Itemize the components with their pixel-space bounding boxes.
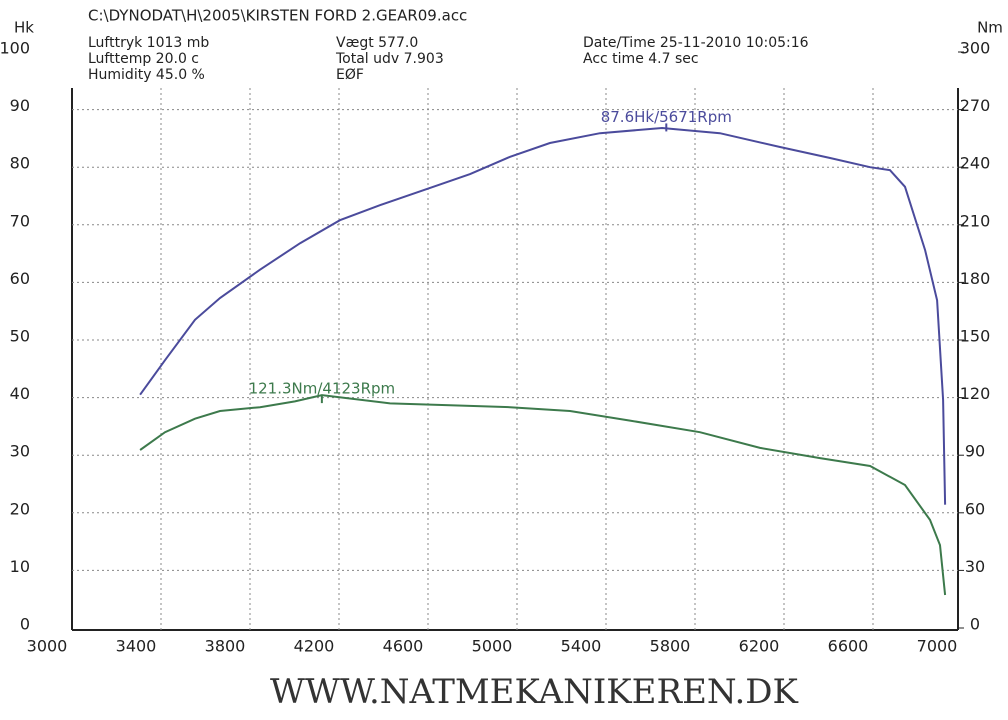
peak-label: 87.6Hk/5671Rpm: [601, 108, 732, 126]
info-text: Vægt 577.0: [336, 35, 418, 51]
y-axis-label: Hk: [14, 19, 34, 37]
y-tick-label: 60: [10, 269, 30, 288]
info-text: Date/Time 25-11-2010 10:05:16: [583, 35, 809, 51]
info-text: Total udv 7.903: [335, 51, 444, 67]
y2-tick-label: 120: [960, 384, 991, 403]
series-line: [139, 126, 947, 505]
x-tick-label: 3000: [27, 637, 68, 656]
y2-tick-label: 90: [965, 442, 985, 461]
y-tick-label: 20: [10, 499, 30, 518]
x-tick-label: 4600: [383, 637, 424, 656]
x-tick-label: 6200: [739, 637, 780, 656]
footer: WWW.NATMEKANIKEREN.DK: [270, 672, 798, 712]
info-text: Lufttryk 1013 mb: [88, 35, 209, 51]
y-tick-label: 80: [10, 154, 30, 173]
y-tick-label: 100: [0, 39, 30, 58]
y-tick-label: 30: [10, 442, 30, 461]
y2-tick-label: 0: [970, 615, 980, 634]
x-tick-label: 6600: [828, 637, 869, 656]
y2-tick-label: 240: [960, 154, 991, 173]
x-tick-label: 3800: [205, 637, 246, 656]
y-tick-label: 0: [20, 615, 30, 634]
y2-tick-label: 150: [960, 327, 991, 346]
peak-label: 121.3Nm/4123Rpm: [249, 380, 396, 398]
info-text: Lufttemp 20.0 c: [88, 51, 199, 67]
x-tick-label: 4200: [294, 637, 335, 656]
x-tick-label: 5400: [561, 637, 602, 656]
x-tick-label: 3400: [116, 637, 157, 656]
y-tick-label: 40: [10, 384, 30, 403]
chart-title: C:\DYNODAT\H\2005\KIRSTEN FORD 2.GEAR09.…: [88, 7, 467, 25]
y2-tick-label: 60: [965, 499, 985, 518]
y-tick-label: 70: [10, 211, 30, 230]
y2-tick-label: 270: [960, 96, 991, 115]
y2-tick-label: 210: [960, 211, 991, 230]
y-tick-label: 50: [10, 327, 30, 346]
y2-tick-label: 30: [965, 557, 985, 576]
y2-tick-label: 300: [960, 39, 991, 58]
info-text: EØF: [336, 67, 364, 83]
x-tick-label: 5800: [650, 637, 691, 656]
y2-tick-label: 180: [960, 269, 991, 288]
y-tick-label: 10: [10, 557, 30, 576]
x-tick-label: 7000: [917, 637, 958, 656]
info-text: Humidity 45.0 %: [88, 67, 205, 83]
y-tick-label: 90: [10, 96, 30, 115]
y2-axis-label: Nm: [977, 19, 1003, 37]
x-tick-label: 5000: [472, 637, 513, 656]
series-line: [139, 394, 947, 596]
info-text: Acc time 4.7 sec: [583, 51, 699, 67]
